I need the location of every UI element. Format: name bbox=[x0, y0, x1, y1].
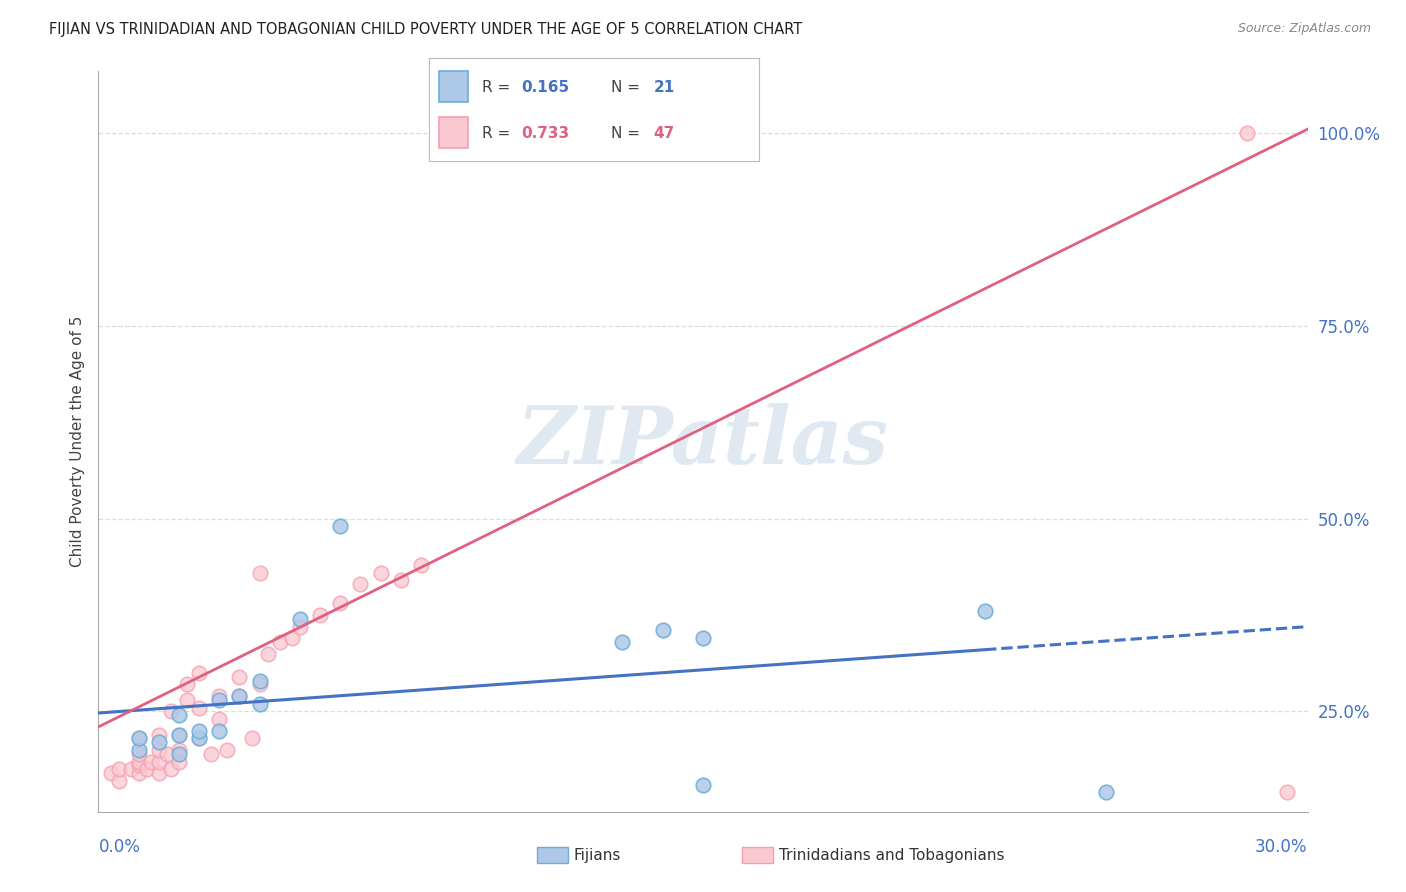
Point bbox=[249, 673, 271, 688]
Point bbox=[309, 608, 332, 623]
Point bbox=[148, 728, 170, 742]
Point bbox=[167, 728, 190, 742]
Point bbox=[148, 735, 170, 749]
Point bbox=[208, 689, 231, 703]
Point bbox=[188, 665, 211, 680]
Point bbox=[176, 677, 198, 691]
Point bbox=[188, 700, 211, 714]
Point bbox=[167, 755, 190, 769]
Point bbox=[160, 762, 183, 776]
Point bbox=[288, 612, 311, 626]
Point bbox=[389, 574, 412, 588]
Point bbox=[107, 773, 129, 788]
Point bbox=[692, 631, 714, 645]
Point bbox=[139, 755, 162, 769]
Point bbox=[128, 731, 150, 746]
Point bbox=[256, 647, 278, 661]
Point bbox=[208, 693, 231, 707]
Point bbox=[269, 635, 291, 649]
Point bbox=[228, 689, 250, 703]
Point bbox=[148, 766, 170, 780]
Point bbox=[349, 577, 371, 591]
Point bbox=[128, 747, 150, 761]
Y-axis label: Child Poverty Under the Age of 5: Child Poverty Under the Age of 5 bbox=[69, 316, 84, 567]
Point bbox=[409, 558, 432, 572]
Point bbox=[1277, 785, 1299, 799]
Point bbox=[249, 677, 271, 691]
Text: ZIPatlas: ZIPatlas bbox=[517, 403, 889, 480]
Point bbox=[135, 762, 157, 776]
Point bbox=[249, 566, 271, 580]
Point bbox=[148, 755, 170, 769]
Point bbox=[228, 689, 250, 703]
Point bbox=[167, 728, 190, 742]
Text: 47: 47 bbox=[654, 126, 675, 141]
Point bbox=[128, 766, 150, 780]
Text: N =: N = bbox=[610, 79, 644, 95]
Text: R =: R = bbox=[482, 126, 515, 141]
Point bbox=[217, 743, 239, 757]
Text: 0.165: 0.165 bbox=[522, 79, 569, 95]
Point bbox=[329, 597, 352, 611]
Point bbox=[107, 762, 129, 776]
Point bbox=[281, 631, 304, 645]
Point bbox=[612, 635, 634, 649]
Point bbox=[128, 755, 150, 769]
Text: Fijians: Fijians bbox=[574, 848, 621, 863]
Point bbox=[240, 731, 263, 746]
Point bbox=[120, 762, 142, 776]
Text: 0.733: 0.733 bbox=[522, 126, 569, 141]
Text: Source: ZipAtlas.com: Source: ZipAtlas.com bbox=[1237, 22, 1371, 36]
FancyBboxPatch shape bbox=[439, 118, 468, 148]
Point bbox=[208, 712, 231, 726]
Text: N =: N = bbox=[610, 126, 644, 141]
Point bbox=[288, 620, 311, 634]
Point bbox=[200, 747, 222, 761]
Point bbox=[651, 624, 673, 638]
Point bbox=[692, 778, 714, 792]
Point bbox=[1236, 126, 1258, 140]
Point bbox=[188, 731, 211, 746]
FancyBboxPatch shape bbox=[439, 71, 468, 102]
Point bbox=[188, 731, 211, 746]
Point bbox=[167, 747, 190, 761]
Text: R =: R = bbox=[482, 79, 515, 95]
Point bbox=[128, 758, 150, 772]
Point bbox=[148, 743, 170, 757]
Point bbox=[167, 743, 190, 757]
Text: 21: 21 bbox=[654, 79, 675, 95]
Point bbox=[974, 604, 997, 618]
Point bbox=[160, 705, 183, 719]
Point bbox=[167, 708, 190, 723]
Point bbox=[249, 697, 271, 711]
Text: FIJIAN VS TRINIDADIAN AND TOBAGONIAN CHILD POVERTY UNDER THE AGE OF 5 CORRELATIO: FIJIAN VS TRINIDADIAN AND TOBAGONIAN CHI… bbox=[49, 22, 803, 37]
Point bbox=[100, 766, 122, 780]
Point bbox=[329, 519, 352, 533]
Text: 0.0%: 0.0% bbox=[98, 838, 141, 855]
Point bbox=[156, 747, 179, 761]
Point bbox=[176, 693, 198, 707]
Point bbox=[228, 670, 250, 684]
Point bbox=[370, 566, 392, 580]
Text: 30.0%: 30.0% bbox=[1256, 838, 1308, 855]
Point bbox=[188, 723, 211, 738]
Text: Trinidadians and Tobagonians: Trinidadians and Tobagonians bbox=[779, 848, 1004, 863]
Point bbox=[1095, 785, 1118, 799]
Point bbox=[128, 731, 150, 746]
Point bbox=[128, 743, 150, 757]
Point bbox=[208, 723, 231, 738]
